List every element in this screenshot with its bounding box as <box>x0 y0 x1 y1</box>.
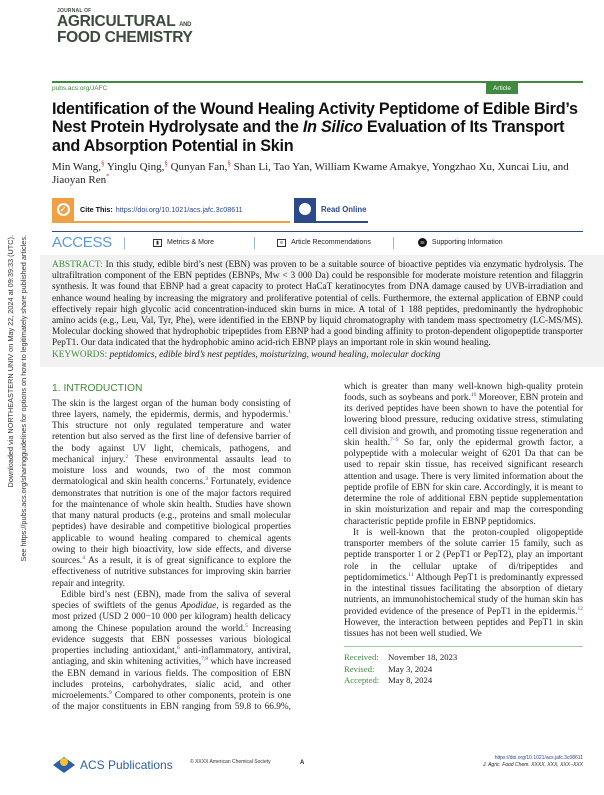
abstract: ABSTRACT: In this study, edible bird’s n… <box>40 254 604 367</box>
citation-ref[interactable]: 2 <box>125 453 129 460</box>
logo-line2: FOOD CHEMISTRY <box>57 28 193 46</box>
access-bar: ACCESS ▮ Metrics & More ≡ Article Recommen… <box>52 232 583 254</box>
journal-logo: JOURNAL OF AGRICULTURAL AND FOOD CHEMIST… <box>57 9 193 45</box>
introduction-body: 1. INTRODUCTION The skin is the largest … <box>52 382 583 718</box>
affiliation-mark: § <box>164 159 168 168</box>
citation-ref[interactable]: 11 <box>408 571 414 578</box>
recommendations-link[interactable]: ≡ Article Recommendations <box>277 238 371 247</box>
check-icon: ✓ <box>52 197 74 221</box>
logo-and: AND <box>179 22 192 28</box>
authors: Min Wang,§ Yinglu Qing,§ Qunyan Fan,§ Sh… <box>52 159 583 188</box>
footer-doi-link[interactable]: https://doi.org/10.1021/acs.jafc.3c08611 <box>494 755 583 761</box>
journal-url[interactable]: pubs.acs.org/JAFC <box>52 85 108 92</box>
date-row: Accepted: May 8, 2024 <box>344 674 433 685</box>
paragraph: The skin is the largest organ of the hum… <box>52 398 291 589</box>
article-badge: Article <box>486 83 518 94</box>
citation-ref[interactable]: 3 <box>205 476 209 483</box>
citation-ref[interactable]: 12 <box>577 605 584 612</box>
date-row: Received: November 18, 2023 <box>344 652 458 663</box>
author-name[interactable]: Yinglu Qing, <box>104 160 165 173</box>
acs-emblem-icon <box>53 757 75 773</box>
citation-ref[interactable]: 9 <box>109 690 112 697</box>
cite-label: Cite This: <box>80 204 113 214</box>
paragraph: It is well-known that the proton-coupled… <box>344 527 584 640</box>
supporting-info-link[interactable]: SI Supporting Information <box>417 238 503 248</box>
section-heading: 1. INTRODUCTION <box>52 382 143 394</box>
citation-ref[interactable]: 4 <box>82 555 85 562</box>
paragraph: Edible bird’s nest (EBN), made from the … <box>52 381 583 713</box>
author-name[interactable]: Qunyan Fan, <box>167 160 228 173</box>
citation-ref[interactable]: 5 <box>245 622 248 629</box>
citation-ref[interactable]: 6 <box>177 645 180 652</box>
citation-ref[interactable]: 1 <box>288 408 291 415</box>
keywords: KEYWORDS: peptidomics, edible bird’s nes… <box>52 349 441 360</box>
paper-title: Identification of the Wound Healing Acti… <box>52 100 578 155</box>
doi-link[interactable]: https://doi.org/10.1021/acs.jafc.3c08611 <box>115 204 243 214</box>
cite-this[interactable]: ✓ Cite This: https://doi.org/10.1021/acs… <box>52 197 290 223</box>
journal-citation: J. Agric. Food Chem. XXXX, XXX, XXX−XXX <box>483 762 583 768</box>
read-online-button[interactable]: Read Online <box>294 197 368 223</box>
affiliation-mark: * <box>106 172 110 181</box>
divider <box>52 230 583 232</box>
page-number: A <box>300 760 305 766</box>
document-icon: ≡ <box>277 238 287 247</box>
logo-small: JOURNAL OF <box>57 8 92 14</box>
article-front: Identification of the Wound Healing Acti… <box>40 100 604 718</box>
bar-chart-icon: ▮ <box>153 238 162 247</box>
read-online-label: Read Online <box>321 204 367 214</box>
date-row: Revised: May 3, 2024 <box>344 663 433 674</box>
cite-row: ✓ Cite This: https://doi.org/10.1021/acs… <box>52 197 583 223</box>
sharing-guidelines-link[interactable]: See https://pubs.acs.org/sharingguidelin… <box>19 235 28 562</box>
access-label: ACCESS <box>52 234 112 252</box>
separator <box>124 236 125 249</box>
history-dates: Received: November 18, 2023 Revised: May 3,… <box>344 646 583 686</box>
author-name[interactable]: Shan Li, Tao Yan, William Kwame Amakye, … <box>52 160 569 187</box>
download-line: Downloaded via NORTHEASTERN UNIV on May … <box>6 235 15 488</box>
metrics-link[interactable]: ▮ Metrics & More <box>153 238 214 247</box>
logo-line1: AGRICULTURAL <box>57 13 176 30</box>
download-notice: Downloaded via NORTHEASTERN UNIV on May … <box>2 235 38 565</box>
globe-icon <box>294 197 316 221</box>
separator <box>392 236 394 249</box>
acs-publications-logo: ACS Publications <box>52 755 173 775</box>
affiliation-mark: § <box>227 159 231 168</box>
footer-citation: https://doi.org/10.1021/acs.jafc.3c08611… <box>322 755 583 769</box>
separator <box>254 236 256 249</box>
author-name[interactable]: Min Wang, <box>52 160 102 173</box>
si-icon: SI <box>417 238 427 248</box>
citation-ref[interactable]: 7,8 <box>201 656 208 663</box>
affiliation-mark: § <box>101 159 105 168</box>
citation-ref[interactable]: 7−9 <box>389 436 399 443</box>
copyright: © XXXX American Chemical Society <box>190 759 271 765</box>
header-divider <box>52 81 583 83</box>
citation-ref[interactable]: 10 <box>470 391 477 398</box>
